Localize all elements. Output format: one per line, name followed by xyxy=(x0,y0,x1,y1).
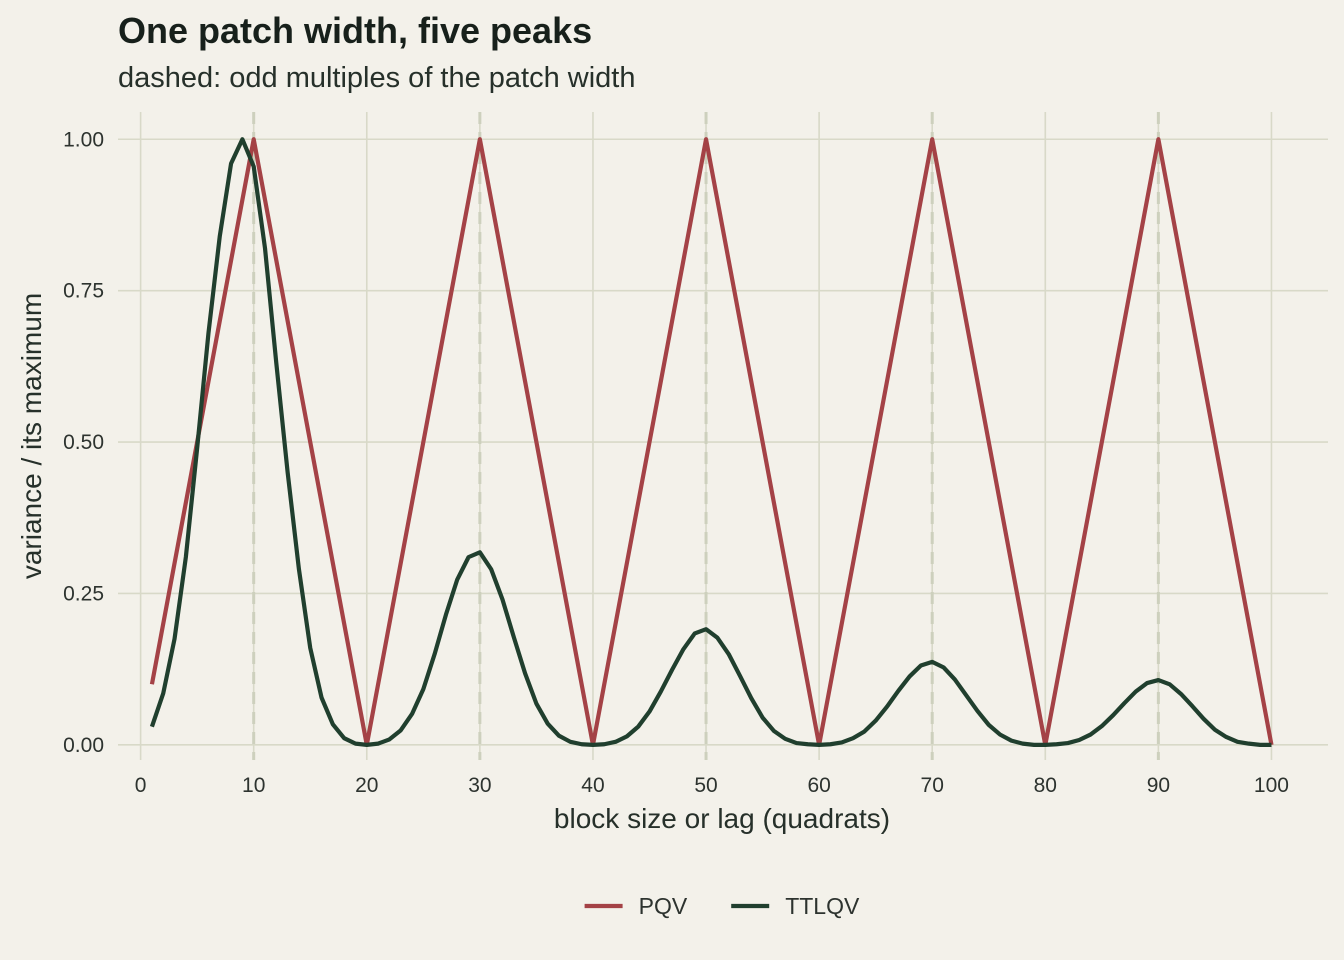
series-lines xyxy=(149,137,1274,747)
y-tick-label: 0.00 xyxy=(63,734,104,757)
y-tick-label: 1.00 xyxy=(63,128,104,151)
y-axis-ticks: 0.00 0.25 0.50 0.75 1.00 xyxy=(63,128,104,757)
x-axis-ticks: 0 10 20 30 40 50 60 70 80 90 100 xyxy=(135,774,1289,797)
x-tick-label: 40 xyxy=(581,774,604,797)
series-line-pqv xyxy=(149,137,1274,747)
series-line-ttlqv xyxy=(149,137,1272,747)
y-tick-label: 0.50 xyxy=(63,431,104,454)
legend-item-ttlqv: TTLQV xyxy=(731,893,860,919)
chart-title: One patch width, five peaks xyxy=(118,10,593,51)
y-tick-label: 0.75 xyxy=(63,280,104,303)
legend-label: PQV xyxy=(639,893,688,919)
legend-label: TTLQV xyxy=(785,893,860,919)
y-axis-title: variance / its maximum xyxy=(16,293,47,579)
x-tick-label: 70 xyxy=(921,774,944,797)
x-tick-label: 10 xyxy=(242,774,265,797)
legend-item-pqv: PQV xyxy=(584,893,688,919)
x-tick-label: 0 xyxy=(135,774,147,797)
x-tick-label: 90 xyxy=(1147,774,1170,797)
reference-lines xyxy=(252,112,1160,760)
x-tick-label: 30 xyxy=(468,774,491,797)
x-tick-label: 20 xyxy=(355,774,378,797)
x-tick-label: 60 xyxy=(807,774,830,797)
chart-subtitle: dashed: odd multiples of the patch width xyxy=(118,62,636,94)
x-tick-label: 80 xyxy=(1034,774,1057,797)
x-axis-title: block size or lag (quadrats) xyxy=(554,803,890,834)
y-tick-label: 0.25 xyxy=(63,582,104,605)
x-tick-label: 50 xyxy=(694,774,717,797)
x-tick-label: 100 xyxy=(1254,774,1289,797)
legend: PQV TTLQV xyxy=(584,893,860,919)
